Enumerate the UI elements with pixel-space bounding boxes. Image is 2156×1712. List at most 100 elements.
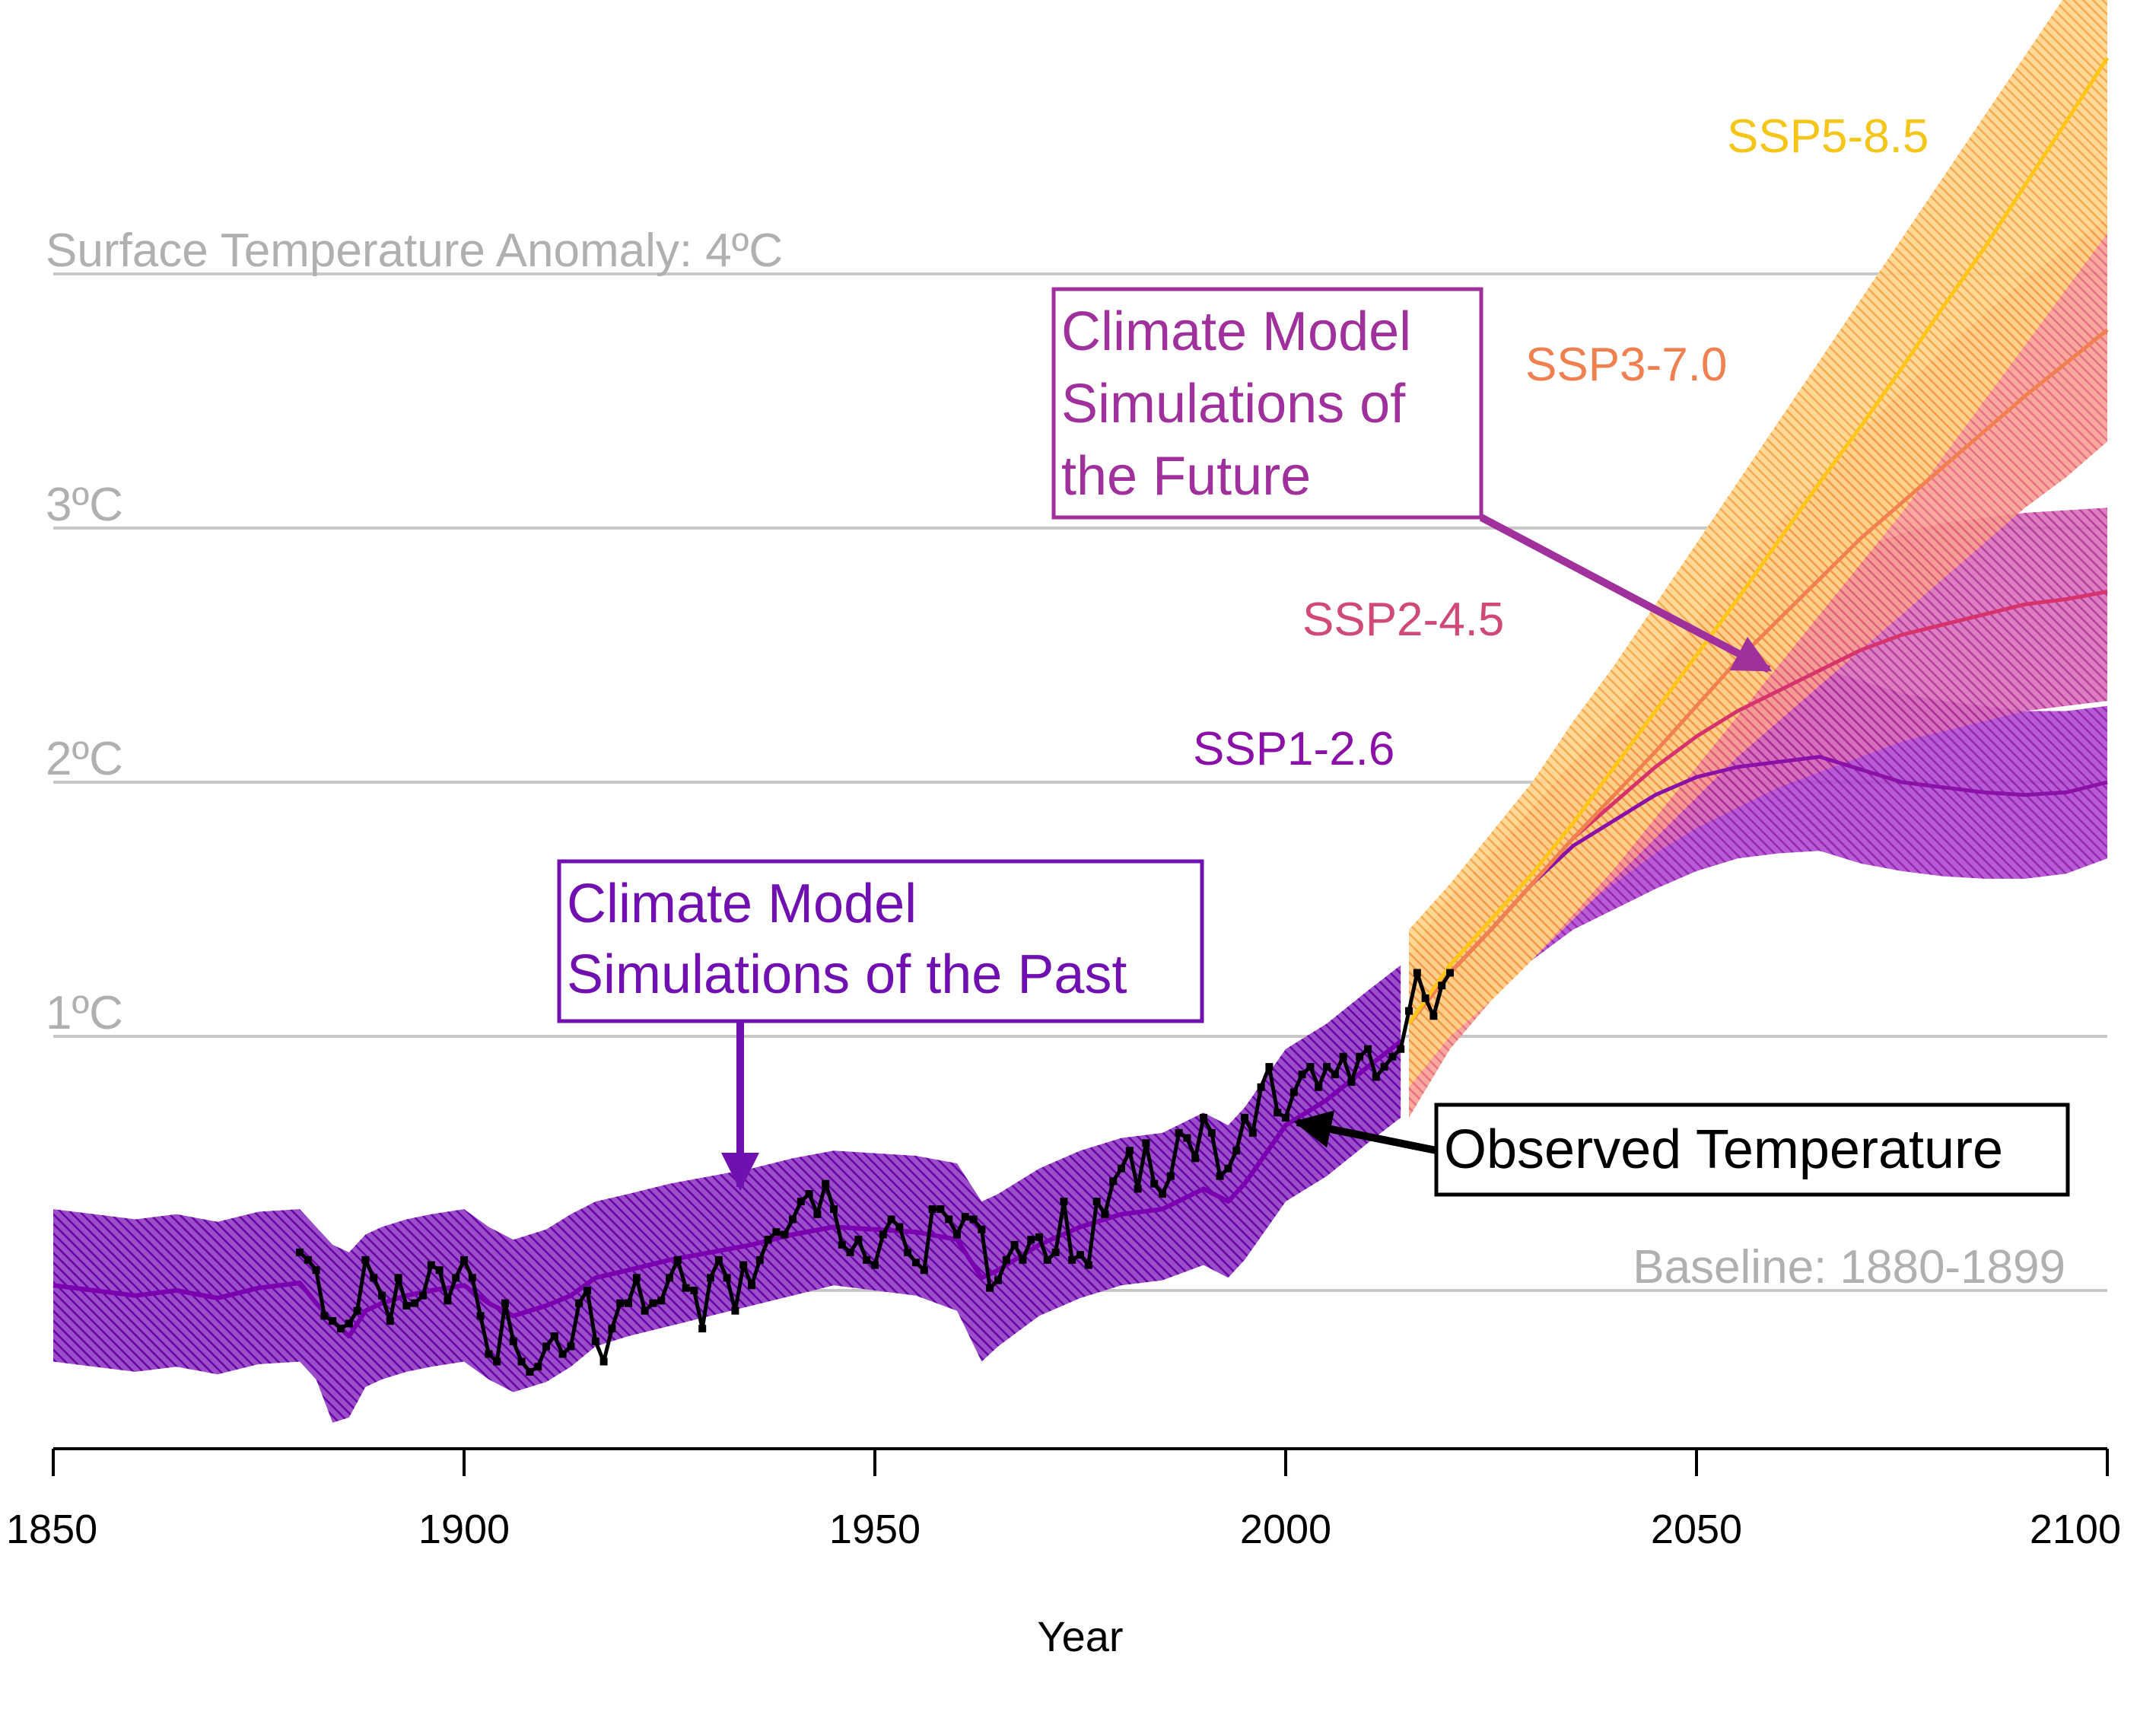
observed-point	[509, 1337, 517, 1345]
observed-point	[871, 1261, 879, 1269]
observed-point	[452, 1274, 460, 1282]
x-tick-label: 2000	[1240, 1507, 1331, 1552]
observed-point	[714, 1255, 723, 1264]
annotation-future-line-1: Climate Model	[1061, 301, 1411, 362]
observed-point	[772, 1228, 781, 1236]
observed-point	[1175, 1128, 1183, 1137]
observed-point	[887, 1215, 895, 1224]
observed-point	[904, 1248, 912, 1256]
band-ssp2-4-5	[1409, 508, 2107, 1075]
observed-point	[1282, 1113, 1289, 1122]
observed-point	[1084, 1261, 1092, 1269]
annotation-past: Climate Model Simulations of the Past	[557, 859, 1204, 1191]
label-ssp5-85: SSP5-8.5	[1727, 110, 1929, 163]
observed-point	[1232, 1147, 1241, 1155]
x-axis-ticks: 1850 1900 1950 2000 2050 2100	[6, 1449, 2121, 1552]
observed-point	[312, 1266, 320, 1274]
observed-point	[361, 1255, 370, 1264]
observed-point	[1397, 1045, 1405, 1053]
observed-point	[444, 1297, 452, 1305]
observed-point	[969, 1215, 978, 1224]
observed-point	[616, 1299, 625, 1307]
observed-point	[673, 1255, 682, 1264]
annotation-past-box	[557, 859, 1204, 1023]
observed-point	[1388, 1052, 1397, 1061]
observed-point	[1191, 1154, 1200, 1163]
annotation-past-line-2: Simulations of the Past	[567, 944, 1127, 1005]
observed-point	[994, 1276, 1002, 1284]
observed-point	[1051, 1248, 1060, 1256]
observed-point	[928, 1205, 936, 1214]
annotation-future-line-3: the Future	[1061, 446, 1311, 507]
observed-point	[690, 1287, 698, 1294]
observed-point	[707, 1274, 714, 1282]
observed-point	[402, 1302, 411, 1309]
observed-point	[1257, 1083, 1265, 1091]
observed-point	[846, 1248, 854, 1256]
observed-point	[1224, 1164, 1232, 1173]
observed-point	[920, 1266, 928, 1274]
observed-point	[1265, 1063, 1274, 1071]
observed-point	[813, 1210, 822, 1218]
observed-point	[1356, 1052, 1364, 1061]
label-ssp2-45: SSP2-4.5	[1302, 593, 1504, 646]
observed-point	[961, 1213, 969, 1221]
label-ssp3-70: SSP3-7.0	[1525, 339, 1727, 391]
annotation-observed-text: Observed Temperature	[1444, 1119, 2003, 1180]
x-tick-label: 2050	[1651, 1507, 1742, 1552]
gridline-label-baseline: Baseline: 1880-1899	[1633, 1241, 2065, 1294]
annotation-future-box	[1051, 287, 1483, 520]
observed-point	[657, 1297, 666, 1305]
observed-point	[1035, 1233, 1043, 1241]
x-tick-label: 1850	[6, 1507, 97, 1552]
label-ssp1-26: SSP1-2.6	[1193, 723, 1394, 775]
observed-point	[1438, 982, 1446, 990]
observed-point	[534, 1363, 542, 1371]
gridline-label-2c: 2ºC	[46, 733, 123, 785]
observed-point	[1166, 1172, 1175, 1180]
observed-point	[1347, 1078, 1356, 1087]
observed-point	[476, 1312, 485, 1320]
observed-point	[1331, 1071, 1339, 1079]
observed-point	[599, 1357, 608, 1366]
observed-point	[386, 1317, 394, 1325]
observed-point	[789, 1215, 797, 1224]
observed-point	[1200, 1113, 1207, 1122]
observed-point	[526, 1367, 534, 1376]
observed-point	[1364, 1045, 1372, 1053]
observed-point	[945, 1215, 953, 1224]
observed-point	[542, 1342, 550, 1351]
gridline-label-3c: 3ºC	[46, 479, 123, 531]
observed-point	[1421, 994, 1429, 1002]
gridline-label-4c: Surface Temperature Anomaly: 4ºC	[46, 224, 783, 277]
observed-point	[739, 1261, 748, 1269]
observed-point	[1323, 1063, 1331, 1071]
observed-point	[1241, 1113, 1248, 1122]
observed-point	[1118, 1164, 1125, 1173]
annotation-past-line-1: Climate Model	[567, 874, 917, 934]
observed-point	[591, 1337, 599, 1345]
observed-point	[748, 1281, 755, 1290]
observed-point	[1002, 1255, 1010, 1264]
x-tick-label: 1900	[418, 1507, 510, 1552]
observed-point	[755, 1255, 764, 1264]
observed-point	[1413, 969, 1421, 977]
observed-point	[723, 1274, 731, 1282]
observed-point	[895, 1223, 904, 1231]
uncertainty-bands	[53, 0, 2107, 1423]
observed-point	[1150, 1179, 1159, 1188]
observed-point	[1405, 1007, 1413, 1015]
x-axis-title: Year	[1037, 1612, 1123, 1660]
annotation-observed-box	[1434, 1103, 2070, 1197]
observed-point	[608, 1325, 616, 1333]
observed-point	[304, 1255, 312, 1264]
observed-point	[460, 1255, 468, 1264]
observed-point	[912, 1259, 920, 1267]
observed-point	[296, 1248, 304, 1256]
observed-point	[584, 1287, 591, 1294]
observed-point	[953, 1230, 961, 1239]
gridline-label-1c: 1ºC	[46, 987, 123, 1039]
observed-point	[1027, 1236, 1035, 1244]
observed-point	[575, 1299, 584, 1307]
observed-point	[1043, 1255, 1051, 1264]
